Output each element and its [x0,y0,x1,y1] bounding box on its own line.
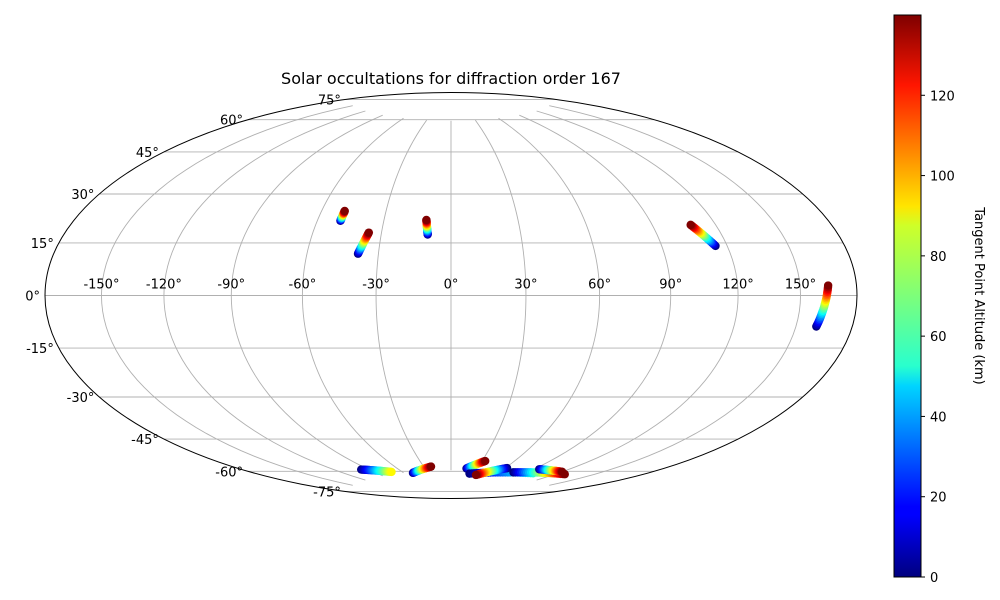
longitude-tick-label: -30° [362,278,390,293]
latitude-tick-label: 45° [136,146,159,161]
occultation-point [557,467,567,476]
occultation-point [364,228,374,237]
colorbar-label: Tangent Point Altitude (km) [971,206,986,384]
occultation-point [481,456,490,466]
longitude-tick-label: -120° [146,278,182,293]
colorbar-tick-label: 40 [930,410,947,425]
occultation-point [387,467,396,477]
longitude-tick-label: 30° [514,278,537,293]
latitude-tick-label: -60° [215,465,243,480]
latitude-tick-label: 75° [318,93,341,108]
colorbar-gradient [893,14,922,578]
occultation-point [471,470,481,480]
colorbar-tick-label: 100 [930,170,955,185]
colorbar-tick-label: 120 [930,89,955,104]
longitude-tick-labels: -150° -120° -90° -60° -30° 0° 30° 60° 90° 120° 150… [83,278,816,293]
colorbar-tick-label: 60 [930,330,947,345]
occultation-point [422,215,431,225]
latitude-tick-label: 15° [31,237,54,252]
colorbar-tick-label: 20 [930,491,947,506]
colorbar-tick-label: 80 [930,250,947,265]
map-outline [44,92,858,499]
longitude-tick-label: 90° [659,278,682,293]
latitude-tick-label: -30° [67,391,95,406]
latitude-tick-label: -15° [26,342,54,357]
latitude-tick-label: 0° [25,290,40,305]
latitude-tick-label: -45° [131,433,159,448]
latitude-tick-label: -75° [313,486,341,501]
latitude-tick-labels: -75° -60° -45° -30° -15° 0° 15° 30° 45° 60° 75° [25,93,341,500]
occultation-point [686,220,695,230]
longitude-tick-label: 0° [444,278,459,293]
colorbar-ticks: 0 20 40 60 80 100 120 [921,89,955,586]
longitude-tick-label: 60° [588,278,611,293]
colorbar-tick-label: 0 [930,571,938,586]
chart-title: Solar occultations for diffraction order… [281,69,621,88]
colorbar: 0 20 40 60 80 100 120 Tangent Point Altitude (… [893,14,986,586]
longitude-tick-label: -150° [83,278,119,293]
longitude-tick-label: 150° [785,278,816,293]
longitude-tick-label: -90° [217,278,245,293]
latitude-tick-label: 30° [71,188,94,203]
occultation-point [823,281,833,290]
latitude-tick-label: 60° [220,114,243,129]
longitude-tick-label: -60° [289,278,317,293]
longitude-tick-label: 120° [722,278,753,293]
occultation-point [426,462,436,471]
occultation-points [336,206,833,480]
occultation-point [340,206,349,216]
map-grid [45,98,857,493]
